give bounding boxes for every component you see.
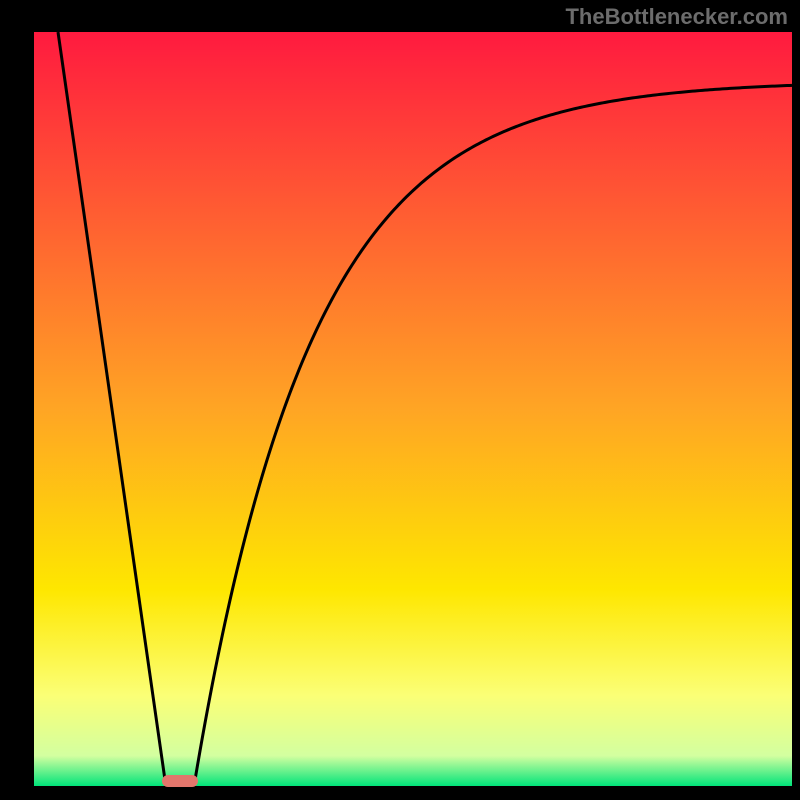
asymptotic-curve	[195, 85, 792, 780]
watermark-text: TheBottlenecker.com	[565, 4, 788, 30]
curve-layer	[0, 0, 800, 800]
minimum-marker	[162, 775, 198, 787]
chart-container: TheBottlenecker.com	[0, 0, 800, 800]
descending-line	[58, 32, 165, 780]
